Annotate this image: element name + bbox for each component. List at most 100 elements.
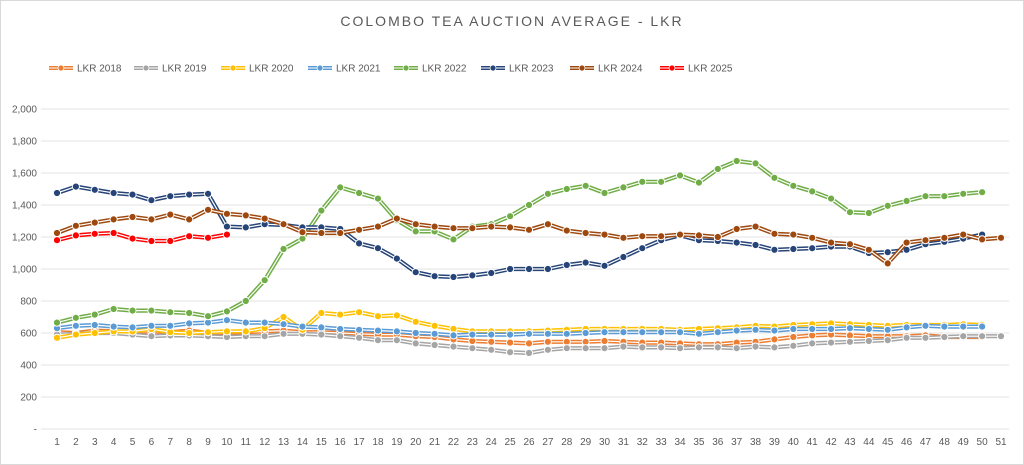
data-point [921, 333, 930, 342]
data-point [52, 333, 62, 342]
data-point [90, 320, 99, 330]
data-point [430, 329, 439, 338]
data-point [732, 156, 741, 166]
data-point [52, 228, 62, 238]
x-tick-label: 6 [149, 437, 155, 448]
data-point [411, 339, 420, 348]
data-point [279, 244, 288, 254]
data-point [808, 187, 817, 196]
data-point [392, 327, 401, 336]
data-point [279, 329, 288, 338]
data-point [808, 324, 817, 334]
data-point [166, 236, 175, 246]
y-tick-label: 1,600 [12, 169, 37, 180]
data-point [543, 329, 552, 338]
data-point [562, 226, 571, 235]
data-point [657, 343, 666, 352]
data-point [600, 261, 609, 270]
x-tick-label: 10 [221, 437, 233, 448]
y-tick-label: 600 [20, 329, 37, 340]
x-tick-label: 4 [111, 437, 117, 448]
data-point [222, 222, 232, 231]
data-point [657, 177, 666, 186]
data-point [222, 307, 232, 316]
data-point [543, 220, 552, 229]
data-point [770, 335, 779, 344]
legend-swatch-marker [142, 64, 150, 72]
x-tick-label: 46 [901, 437, 913, 448]
x-tick-label: 21 [429, 437, 441, 448]
data-point [241, 296, 250, 306]
x-tick-label: 28 [561, 437, 573, 448]
data-point [147, 236, 156, 246]
y-tick-label: 200 [20, 393, 37, 404]
data-point [317, 308, 326, 318]
data-point [524, 200, 534, 210]
legend-item: LKR 2024 [570, 64, 643, 75]
legend-label: LKR 2025 [688, 64, 733, 75]
data-point [619, 233, 628, 242]
data-point [185, 190, 194, 199]
data-point [185, 215, 194, 224]
data-point [845, 208, 855, 217]
data-point [864, 324, 873, 334]
data-point [694, 329, 704, 338]
data-point [166, 321, 175, 330]
legend-label: LKR 2020 [249, 64, 294, 75]
data-point [166, 192, 175, 201]
series-group [52, 316, 987, 340]
data-point [732, 224, 741, 234]
x-tick-label: 33 [656, 437, 668, 448]
data-point [789, 181, 798, 190]
data-point [411, 227, 420, 236]
data-point [392, 311, 401, 320]
data-point [600, 230, 609, 239]
x-tick-label: 24 [486, 437, 498, 448]
data-point [411, 317, 420, 326]
data-point [713, 343, 722, 352]
data-point [902, 196, 911, 206]
data-point [71, 321, 80, 330]
series-group [52, 182, 987, 282]
data-point [940, 322, 949, 331]
data-point [978, 322, 987, 331]
data-point [506, 348, 515, 357]
data-point [543, 264, 552, 274]
x-tick-label: 5 [130, 437, 136, 448]
data-point [978, 235, 987, 244]
legend-swatch-marker [489, 64, 497, 72]
data-point [71, 313, 80, 322]
legend-label: LKR 2023 [509, 64, 554, 75]
x-tick-label: 36 [712, 437, 724, 448]
data-point [449, 342, 458, 351]
data-point [373, 326, 383, 335]
x-tick-label: 17 [354, 437, 366, 448]
data-point [751, 222, 760, 231]
data-point [638, 343, 647, 352]
data-point [487, 345, 496, 354]
data-point [203, 205, 213, 214]
data-point [770, 326, 779, 335]
data-point [373, 312, 383, 321]
x-tick-label: 30 [599, 437, 611, 448]
data-point [808, 244, 817, 253]
legend-item: LKR 2020 [221, 64, 294, 75]
data-point [392, 336, 401, 345]
data-point [543, 189, 552, 198]
data-point [411, 268, 420, 277]
data-point [506, 223, 515, 232]
data-point [713, 164, 722, 174]
data-point [524, 348, 534, 358]
data-point [185, 232, 194, 241]
data-point [52, 318, 62, 327]
legend-label: LKR 2018 [77, 64, 122, 75]
data-point [373, 336, 383, 345]
data-point [279, 220, 288, 229]
data-point [751, 240, 760, 250]
data-point [373, 244, 383, 253]
data-point [354, 188, 364, 198]
data-point [902, 333, 911, 342]
data-point [71, 330, 80, 339]
data-point [430, 340, 439, 350]
data-point [675, 344, 685, 353]
